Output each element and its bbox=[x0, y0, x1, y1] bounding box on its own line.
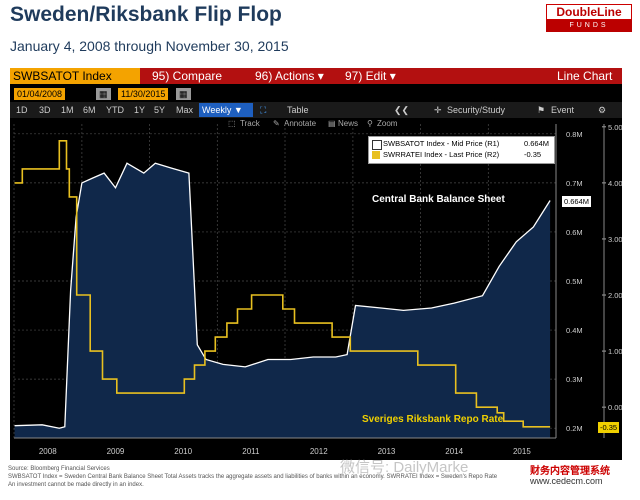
cursor-icon: ⬚ bbox=[228, 119, 236, 128]
watermark-cn: 财务内容管理系统 bbox=[530, 466, 610, 477]
page-title: Sweden/Riksbank Flip Flop bbox=[10, 3, 282, 26]
range-ytd[interactable]: YTD bbox=[106, 105, 124, 115]
page-subtitle: January 4, 2008 through November 30, 201… bbox=[10, 38, 289, 54]
range-1y[interactable]: 1Y bbox=[134, 105, 146, 115]
range-6m[interactable]: 6M bbox=[83, 105, 96, 115]
edit-menu[interactable]: 97) Edit ▾ bbox=[345, 69, 396, 83]
line-chart-label: Line Chart bbox=[557, 69, 613, 83]
x-tick-label: 2012 bbox=[310, 447, 328, 456]
flag-icon: ⚑ bbox=[537, 105, 546, 115]
pencil-icon: ✎ bbox=[273, 119, 280, 128]
table-button[interactable]: Table bbox=[287, 105, 309, 115]
bloomberg-terminal: SWBSATOT Index 95) Compare 96) Actions ▾… bbox=[10, 68, 622, 460]
repo-price-tag: -0.35 bbox=[598, 421, 620, 433]
disclaimer-note: An investment cannot be made directly in… bbox=[8, 482, 144, 488]
collapse-icon[interactable]: ❮❮ bbox=[394, 105, 410, 115]
axes: 2008 2009 2010 2011 2012 2013 2014 2015 0.8M 0.7M… bbox=[14, 123, 622, 456]
security-study-button[interactable]: Security/Study bbox=[447, 105, 506, 115]
x-tick-label: 2008 bbox=[39, 447, 57, 456]
chart-type-icon[interactable]: ⛶ bbox=[260, 105, 267, 115]
legend-repo: SWRRATEI Index - Last Price (R2) bbox=[383, 150, 500, 159]
r2-tick-label: 0.00 bbox=[608, 403, 622, 412]
r2-tick-label: 4.00 bbox=[608, 179, 622, 188]
repo-line bbox=[14, 140, 551, 428]
r2-tick-label: 2.00 bbox=[608, 291, 622, 300]
end-date-field[interactable]: 11/30/2015 bbox=[118, 88, 169, 100]
command-bar: SWBSATOT Index 95) Compare 96) Actions ▾… bbox=[10, 68, 622, 84]
r1-tick-label: 0.5M bbox=[566, 277, 583, 286]
legend-swatch-repo bbox=[372, 151, 380, 159]
range-1m[interactable]: 1M bbox=[61, 105, 74, 115]
crosshair-icon: ✛ bbox=[434, 105, 442, 115]
r1-tick-label: 0.3M bbox=[566, 375, 583, 384]
zoom-button[interactable]: Zoom bbox=[377, 119, 398, 128]
balance-line bbox=[14, 162, 551, 429]
news-button[interactable]: News bbox=[338, 119, 359, 128]
frequency-select[interactable]: Weekly ▼ bbox=[199, 103, 253, 117]
legend-balance-value: 0.664M bbox=[524, 139, 550, 148]
repo-annotation: Sveriges Riksbank Repo Rate bbox=[362, 414, 504, 425]
watermark: 微信号: DailyMarke bbox=[340, 459, 469, 476]
range-max[interactable]: Max bbox=[176, 105, 194, 115]
x-tick-label: 2015 bbox=[513, 447, 531, 456]
x-tick-label: 2011 bbox=[242, 447, 260, 456]
balance-area bbox=[14, 163, 551, 438]
index-note: SWBSATOT Index = Sweden Central Bank Bal… bbox=[8, 474, 498, 480]
doubleline-logo: DoubleLine FUNDS bbox=[546, 4, 632, 42]
r2-tick-label: 3.00 bbox=[608, 235, 622, 244]
track-button[interactable]: Track bbox=[240, 119, 260, 128]
gear-icon[interactable]: ⚙ bbox=[598, 105, 607, 115]
balance-price-tag: 0.664M bbox=[562, 195, 592, 207]
zoom-icon: ⚲ bbox=[367, 119, 373, 128]
ticker-field[interactable]: SWBSATOT Index bbox=[10, 68, 140, 84]
r2-tick-label: 5.00 bbox=[608, 123, 622, 132]
event-button[interactable]: Event bbox=[551, 105, 575, 115]
legend-swatch-balance bbox=[372, 140, 382, 150]
range-3d[interactable]: 3D bbox=[39, 105, 51, 115]
balance-annotation: Central Bank Balance Sheet bbox=[372, 194, 505, 205]
toolbar bbox=[10, 102, 622, 118]
x-tick-label: 2013 bbox=[378, 447, 396, 456]
r1-tick-label: 0.6M bbox=[566, 228, 583, 237]
r1-tick-label: 0.8M bbox=[566, 130, 583, 139]
legend-balance: SWBSATOT Index - Mid Price (R1) bbox=[383, 139, 500, 148]
x-tick-label: 2009 bbox=[107, 447, 125, 456]
actions-menu[interactable]: 96) Actions ▾ bbox=[255, 69, 324, 83]
logo-funds: FUNDS bbox=[546, 20, 632, 32]
r1-tick-label: 0.4M bbox=[566, 326, 583, 335]
range-5y[interactable]: 5Y bbox=[154, 105, 166, 115]
watermark-url: www.cedecm.com bbox=[530, 476, 603, 486]
legend: SWBSATOT Index - Mid Price (R1) 0.664M S… bbox=[368, 136, 555, 164]
chart-canvas[interactable]: 2008 2009 2010 2011 2012 2013 2014 2015 0.8M 0.7M… bbox=[10, 68, 622, 460]
r1-tick-label: 0.2M bbox=[566, 424, 583, 433]
r1-tick-label: 0.7M bbox=[566, 179, 583, 188]
r2-tick-label: 1.00 bbox=[608, 347, 622, 356]
compare-menu[interactable]: 95) Compare bbox=[152, 69, 223, 83]
x-tick-label: 2010 bbox=[174, 447, 192, 456]
calendar-icon[interactable]: ▦ bbox=[96, 88, 111, 100]
legend-repo-value: -0.35 bbox=[524, 150, 542, 159]
logo-name: DoubleLine bbox=[546, 4, 632, 20]
range-1d[interactable]: 1D bbox=[16, 105, 28, 115]
news-icon: ▤ bbox=[328, 119, 336, 128]
start-date-field[interactable]: 01/04/2008 bbox=[14, 88, 66, 100]
x-tick-label: 2014 bbox=[445, 447, 463, 456]
calendar-icon[interactable]: ▦ bbox=[176, 88, 191, 100]
annotate-button[interactable]: Annotate bbox=[284, 119, 317, 128]
source-note: Source: Bloomberg Financial Services bbox=[8, 466, 110, 472]
